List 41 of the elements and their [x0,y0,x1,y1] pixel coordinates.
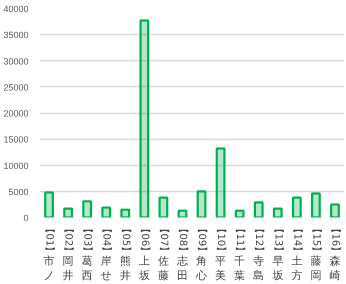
y-tick-label: 0 [23,213,29,223]
bar [272,208,283,218]
y-tick-label: 25000 [3,82,29,92]
x-tick-label: 【05】熊井 [120,224,132,282]
x-tick-label: 【06】上坂 [138,224,151,282]
x-tick-label: 【04】岸せ [100,224,113,282]
x-tick-label: 【10】平美 [215,224,228,282]
bar [178,210,188,218]
y-tick-label: 10000 [3,160,29,171]
y-tick-label: 30000 [3,56,29,66]
bar [196,190,206,218]
x-tick-label: 【13】早坂 [271,224,284,282]
x-tick-label: 【03】葛西 [82,224,94,282]
y-tick-label: 40000 [3,4,29,14]
x-tick-label: 【01】市ノ [44,224,56,282]
x-tick-label: 【15】藤岡 [310,224,322,282]
bar [101,206,112,218]
x-tick-label: 【16】森崎 [329,224,342,282]
x-tick-label: 【02】岡井 [62,224,75,282]
x-tick-label: 【14】土方 [291,224,304,282]
bar [330,203,340,218]
bar [234,210,245,218]
x-tick-label: 【08】志田 [176,224,189,282]
x-tick-label: 【11】千葉 [234,224,246,282]
y-tick-label: 35000 [3,30,29,40]
bar [216,147,226,218]
x-tick-label: 【12】寺島 [253,224,266,282]
y-tick-label: 15000 [3,134,29,145]
bar [310,192,321,218]
bar [63,208,74,218]
x-tick-label: 【09】角心 [195,224,208,282]
bar [292,196,302,218]
bar [254,201,264,218]
y-tick-label: 5000 [8,186,29,197]
bar [120,208,130,218]
bar [139,19,150,218]
bar [82,200,92,218]
y-tick-label: 20000 [3,108,29,118]
bar [44,191,54,218]
x-tick-label: 【07】佐藤 [158,224,170,282]
bar [158,196,168,218]
